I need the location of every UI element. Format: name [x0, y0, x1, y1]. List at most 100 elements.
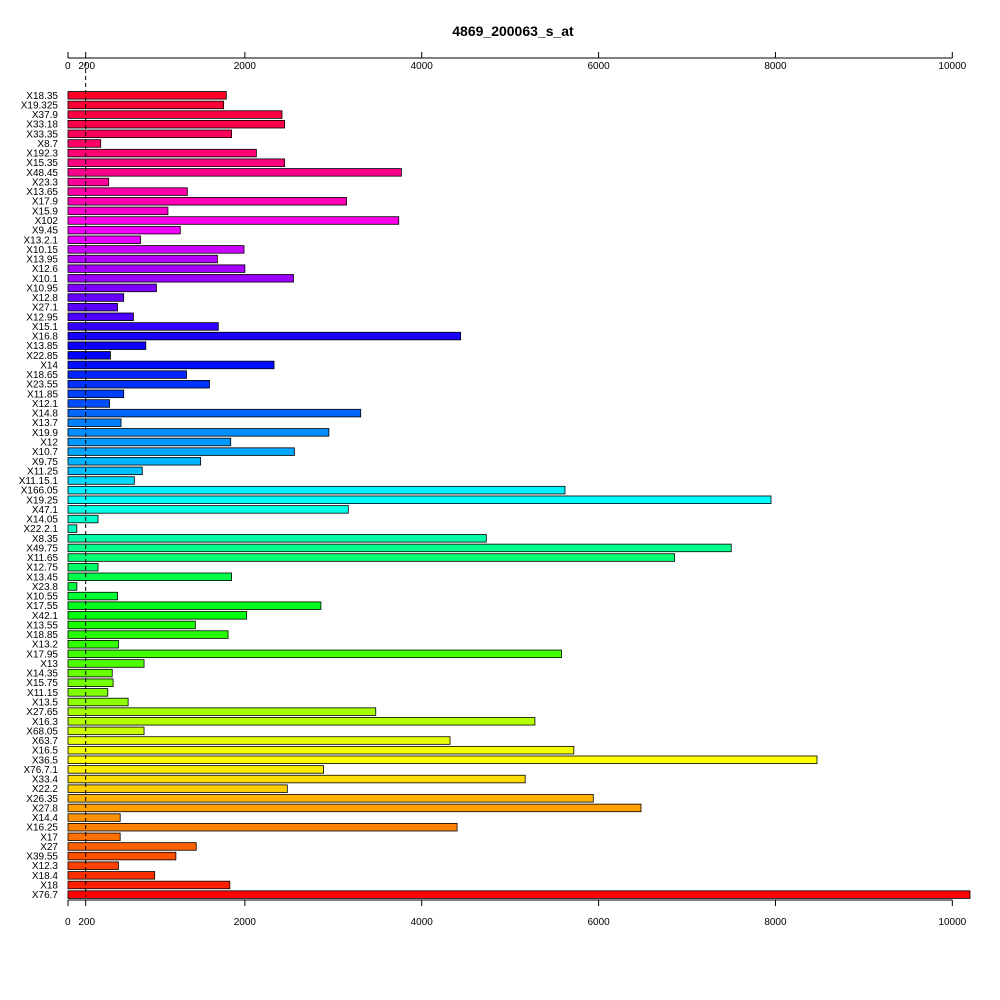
- category-label: X18.85: [26, 630, 58, 641]
- category-label: X17.95: [26, 649, 58, 660]
- bar: [67, 216, 400, 225]
- category-label: X19.325: [21, 100, 59, 111]
- category-labels: X18.35X19.325X37.9X33.18X33.35X8.7X192.3…: [19, 91, 59, 901]
- category-label: X18.4: [32, 871, 59, 882]
- category-label: X68.05: [26, 726, 58, 737]
- category-label: X49.75: [26, 543, 58, 554]
- bar: [67, 813, 121, 822]
- category-label: X13.5: [32, 698, 59, 709]
- category-label: X19.25: [26, 495, 58, 506]
- bar: [67, 649, 562, 659]
- bar: [67, 120, 286, 129]
- category-label: X9.45: [32, 226, 59, 237]
- bar: [67, 534, 487, 543]
- bar: [67, 274, 294, 283]
- bar: [67, 514, 99, 524]
- bar: [67, 880, 231, 890]
- category-label: X10.15: [26, 245, 58, 256]
- bar: [67, 678, 114, 687]
- category-label: X17: [40, 832, 58, 843]
- bar: [67, 495, 772, 504]
- category-label: X166.05: [21, 486, 59, 497]
- category-label: X8.7: [37, 139, 58, 150]
- category-label: X9.75: [32, 457, 59, 468]
- category-label: X12.95: [26, 312, 58, 323]
- category-label: X15.75: [26, 678, 58, 689]
- bar: [67, 168, 402, 177]
- top-axis: 0 200 2000 4000 6000 8000 10000: [65, 52, 967, 72]
- category-label: X14.05: [26, 515, 58, 526]
- bar: [67, 717, 536, 726]
- category-label: X15.9: [32, 206, 59, 217]
- bar: [67, 399, 110, 408]
- bottom-axis-tick-label: 4000: [411, 917, 434, 928]
- bar: [67, 668, 113, 678]
- bar: [67, 158, 286, 167]
- bar: [67, 543, 732, 553]
- category-label: X17.9: [32, 197, 59, 208]
- category-label: X19.9: [32, 428, 59, 439]
- bottom-axis-tick-label: 6000: [587, 917, 610, 928]
- category-label: X12.6: [32, 264, 59, 275]
- category-label: X16.5: [32, 746, 59, 757]
- bar: [67, 601, 322, 610]
- category-label: X12.8: [32, 293, 59, 304]
- category-label: X27.8: [32, 803, 59, 814]
- bar: [67, 254, 218, 264]
- category-label: X76.7: [32, 890, 59, 901]
- bottom-axis-tick-label: 0: [65, 917, 71, 928]
- top-axis-tick-label: 4000: [411, 61, 434, 72]
- bottom-axis: 0 200 2000 4000 6000 8000 10000: [65, 899, 967, 928]
- category-label: X14: [40, 360, 58, 371]
- bar: [67, 100, 225, 110]
- category-label: X12.3: [32, 861, 59, 872]
- bar: [67, 659, 145, 668]
- bar: [67, 794, 594, 803]
- bar: [67, 505, 349, 514]
- top-axis-tick-label: 200: [78, 61, 95, 72]
- bar: [67, 640, 119, 649]
- category-label: X23.55: [26, 380, 58, 391]
- bar: [67, 524, 78, 533]
- bar: [67, 360, 275, 370]
- category-label: X13: [40, 659, 58, 670]
- top-axis-tick-label: 10000: [938, 61, 966, 72]
- category-label: X27.65: [26, 707, 58, 718]
- bottom-axis-tick-label: 200: [78, 917, 95, 928]
- category-label: X13.2: [32, 640, 59, 651]
- bar: [67, 322, 219, 331]
- category-label: X23.8: [32, 582, 59, 593]
- category-label: X22.2: [32, 784, 59, 795]
- category-label: X15.35: [26, 158, 58, 169]
- bar: [67, 572, 232, 582]
- bar: [67, 466, 143, 476]
- bar: [67, 736, 451, 745]
- category-label: X13.55: [26, 620, 58, 631]
- bottom-axis-tick-label: 10000: [938, 917, 966, 928]
- category-label: X36.5: [32, 755, 59, 766]
- bar: [67, 890, 971, 899]
- bar: [67, 408, 362, 418]
- bar: [67, 726, 145, 736]
- bar: [67, 822, 458, 832]
- bar: [67, 380, 210, 389]
- bar: [67, 139, 102, 148]
- bar: [67, 591, 118, 601]
- bar: [67, 842, 197, 851]
- category-label: X102: [35, 216, 59, 227]
- top-axis-tick-label: 6000: [587, 61, 610, 72]
- category-label: X16.3: [32, 717, 59, 728]
- bars: [67, 91, 971, 899]
- category-label: X37.9: [32, 110, 59, 121]
- top-axis-tick-label: 0: [65, 61, 71, 72]
- category-label: X39.55: [26, 852, 58, 863]
- bar: [67, 476, 135, 485]
- bar: [67, 389, 125, 399]
- bar: [67, 302, 118, 312]
- bar: [67, 611, 248, 620]
- category-label: X12.1: [32, 399, 59, 410]
- category-label: X27: [40, 842, 58, 853]
- bar: [67, 264, 246, 273]
- bar: [67, 630, 229, 639]
- bar: [67, 871, 156, 880]
